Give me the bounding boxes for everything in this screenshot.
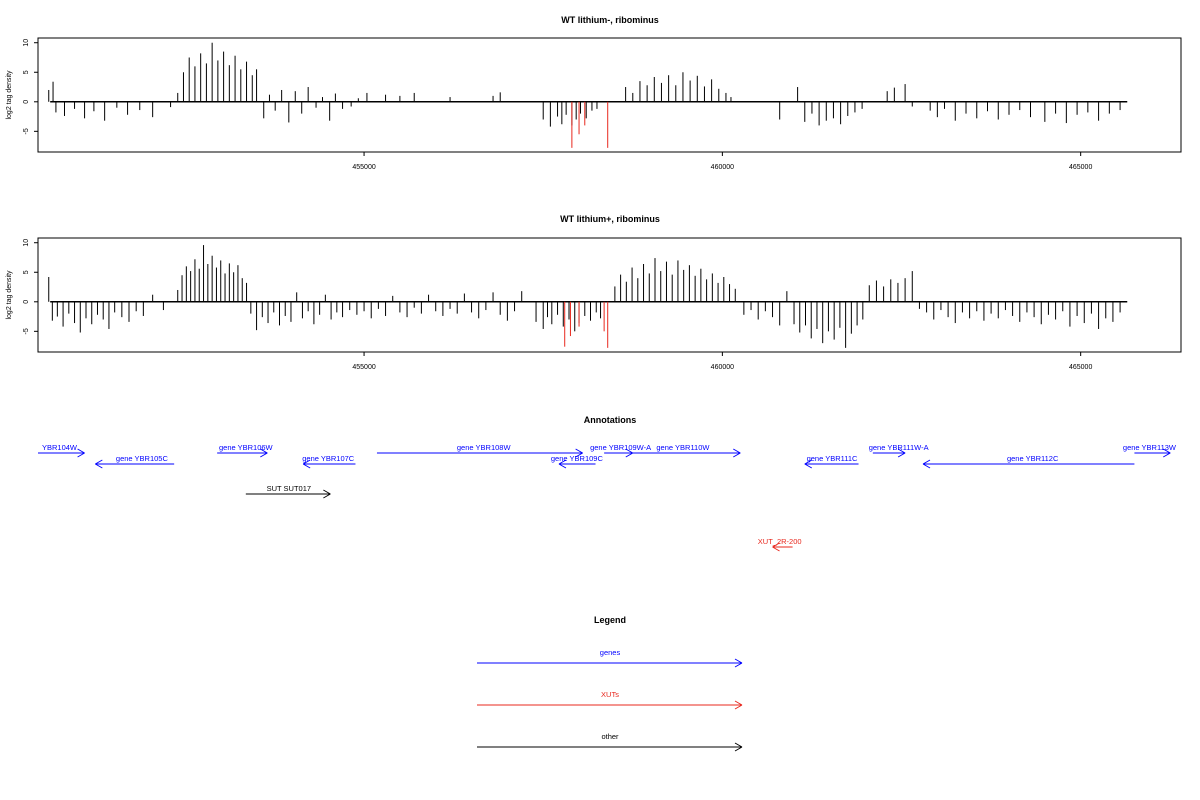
annotation-arrow: YBR104W — [38, 443, 85, 458]
x-tick-label: 455000 — [352, 164, 375, 171]
plot-frame — [37, 37, 1182, 153]
annotation-label: XUT_2R-200 — [758, 537, 802, 546]
y-tick-label: -5 — [23, 128, 30, 134]
bars-group — [48, 42, 1128, 148]
annotation-label: gene YBR111C — [807, 454, 858, 463]
y-axis-label: log2 tag density — [6, 70, 13, 120]
legend-title: Legend — [594, 615, 626, 625]
annotations-panel: Annotations YBR104W gene YBR105C gene YBR1… — [38, 415, 1177, 552]
annotation-arrow: gene YBR109C — [551, 454, 604, 469]
annotation-arrow: gene YBR109W-A — [590, 443, 651, 458]
plot-frame — [37, 237, 1182, 353]
x-axis: 455000 460000 465000 — [352, 352, 1092, 371]
x-tick-label: 465000 — [1069, 364, 1092, 371]
legend-label: XUTs — [601, 690, 619, 699]
annotation-arrow: gene YBR113W — [1123, 443, 1177, 458]
annotation-label: gene YBR112C — [1007, 454, 1059, 463]
annotation-arrow: gene YBR111C — [804, 454, 859, 469]
annotation-label: gene YBR105C — [116, 454, 169, 463]
legend-item: other — [477, 732, 743, 752]
y-tick-label: 5 — [23, 270, 30, 274]
y-tick-label: 0 — [23, 100, 30, 104]
x-tick-label: 455000 — [352, 364, 375, 371]
annotation-arrow: gene YBR112C — [922, 454, 1135, 469]
x-tick-label: 460000 — [711, 364, 734, 371]
bars-group — [48, 245, 1128, 348]
panel-title: WT lithium+, ribominus — [560, 214, 660, 224]
annotation-arrow: gene YBR110W — [632, 443, 741, 458]
track-panel-lithium-plus: WT lithium+, ribominus log2 tag density … — [6, 214, 1182, 371]
track-panel-lithium-minus: WT lithium-, ribominus log2 tag density … — [6, 15, 1182, 171]
legend-items: genes XUTs other — [477, 648, 743, 752]
legend-item: XUTs — [477, 690, 743, 710]
y-tick-label: -5 — [23, 328, 30, 334]
legend-label: genes — [600, 648, 621, 657]
annotation-label: SUT SUT017 — [267, 484, 311, 493]
annotation-label: gene YBR106W — [219, 443, 274, 452]
y-axis-label: log2 tag density — [6, 270, 13, 320]
annotation-arrow: gene YBR106W — [217, 443, 274, 458]
y-axis: -5 0 5 10 — [23, 39, 38, 134]
annotations-title: Annotations — [584, 415, 637, 425]
annotation-label: gene YBR113W — [1123, 443, 1177, 452]
legend-item: genes — [477, 648, 743, 668]
annotation-label: gene YBR110W — [656, 443, 710, 452]
annotation-arrow: gene YBR111W-A — [869, 443, 929, 458]
y-tick-label: 0 — [23, 300, 30, 304]
legend-label: other — [601, 732, 619, 741]
annotation-label: gene YBR108W — [457, 443, 512, 452]
annotation-arrow: gene YBR107C — [302, 454, 356, 469]
y-tick-label: 5 — [23, 70, 30, 74]
annotation-label: gene YBR109C — [551, 454, 604, 463]
annotation-arrow: SUT SUT017 — [245, 484, 331, 499]
y-tick-label: 10 — [23, 239, 30, 247]
annotation-arrow: gene YBR108W — [376, 443, 583, 458]
x-tick-label: 465000 — [1069, 164, 1092, 171]
annotation-arrow: XUT_2R-200 — [758, 537, 802, 552]
legend-panel: Legend genes XUTs other — [477, 615, 743, 752]
annotation-label: gene YBR107C — [302, 454, 355, 463]
panel-title: WT lithium-, ribominus — [561, 15, 659, 25]
annotation-label: gene YBR111W-A — [869, 443, 929, 452]
annotation-features: YBR104W gene YBR105C gene YBR106W gene YBR1… — [38, 443, 1177, 552]
annotation-label: gene YBR109W-A — [590, 443, 651, 452]
x-tick-label: 460000 — [711, 164, 734, 171]
y-tick-label: 10 — [23, 39, 30, 47]
annotation-label: YBR104W — [42, 443, 78, 452]
annotation-arrow: gene YBR105C — [95, 454, 175, 469]
x-axis: 455000 460000 465000 — [352, 152, 1092, 171]
y-axis: -5 0 5 10 — [23, 239, 38, 334]
